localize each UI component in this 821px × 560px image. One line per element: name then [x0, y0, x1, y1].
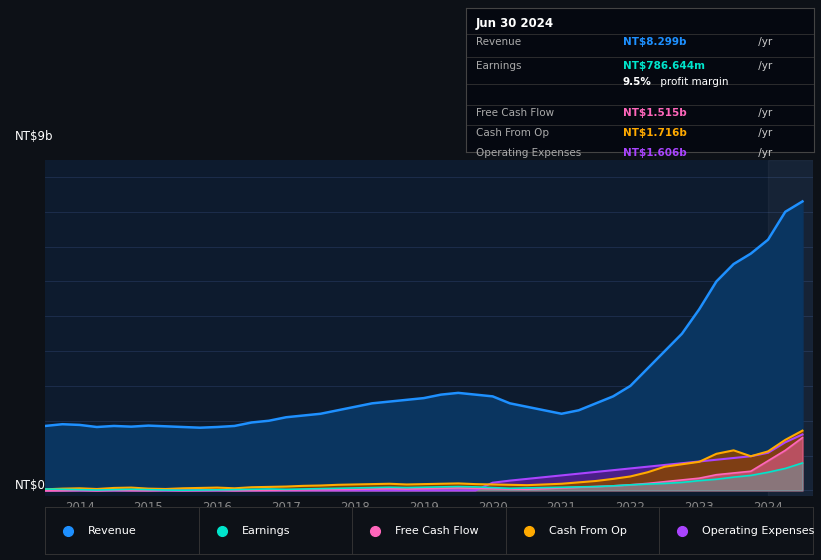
Text: Operating Expenses: Operating Expenses: [476, 148, 581, 158]
Text: Earnings: Earnings: [476, 61, 521, 71]
Text: Free Cash Flow: Free Cash Flow: [476, 108, 554, 118]
Text: Cash From Op: Cash From Op: [476, 128, 549, 138]
Text: /yr: /yr: [755, 148, 773, 158]
Text: Cash From Op: Cash From Op: [548, 526, 626, 535]
Text: Earnings: Earnings: [241, 526, 290, 535]
Text: NT$1.606b: NT$1.606b: [622, 148, 686, 158]
Text: Revenue: Revenue: [476, 37, 521, 46]
Text: /yr: /yr: [755, 37, 773, 46]
Text: NT$1.515b: NT$1.515b: [622, 108, 686, 118]
Text: NT$1.716b: NT$1.716b: [622, 128, 686, 138]
Text: /yr: /yr: [755, 61, 773, 71]
Text: 9.5%: 9.5%: [622, 77, 651, 87]
Text: NT$9b: NT$9b: [15, 130, 53, 143]
Text: NT$8.299b: NT$8.299b: [622, 37, 686, 46]
Text: /yr: /yr: [755, 128, 773, 138]
Bar: [768, 160, 813, 496]
Text: Operating Expenses: Operating Expenses: [702, 526, 814, 535]
Text: /yr: /yr: [755, 108, 773, 118]
Text: NT$786.644m: NT$786.644m: [622, 61, 704, 71]
Text: NT$0: NT$0: [15, 479, 45, 492]
Text: Revenue: Revenue: [88, 526, 137, 535]
Text: profit margin: profit margin: [658, 77, 729, 87]
Text: Jun 30 2024: Jun 30 2024: [476, 16, 554, 30]
Text: Free Cash Flow: Free Cash Flow: [395, 526, 479, 535]
